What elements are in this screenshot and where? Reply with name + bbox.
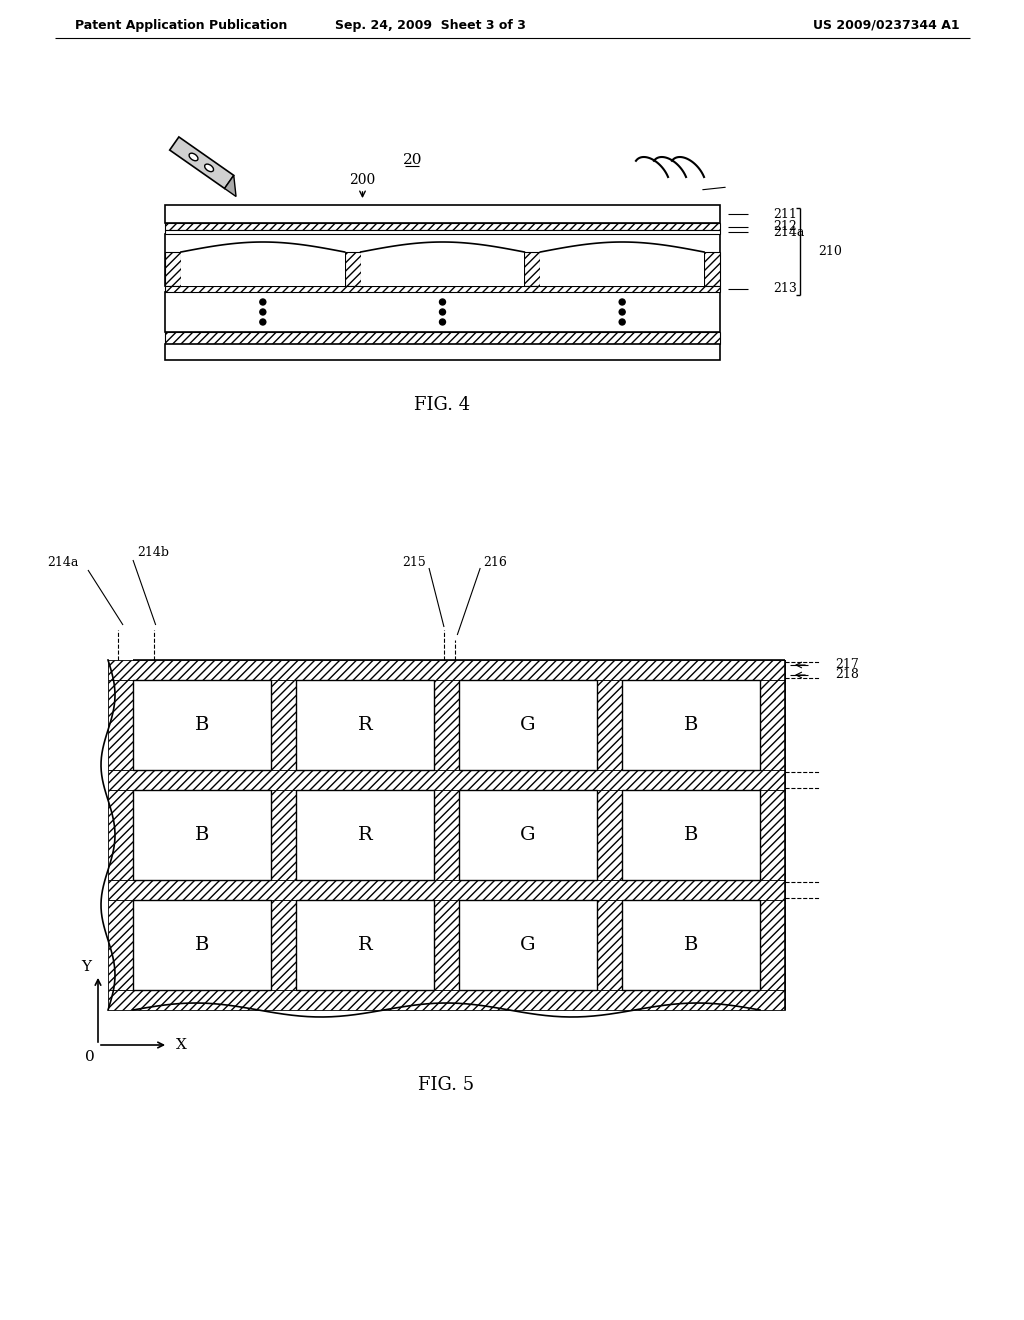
Text: B: B (684, 936, 698, 954)
Ellipse shape (205, 164, 214, 172)
Bar (296, 789, 434, 880)
Text: 218: 218 (835, 668, 859, 681)
Circle shape (620, 319, 626, 325)
Text: B: B (615, 259, 629, 277)
Text: 214a: 214a (773, 226, 805, 239)
Circle shape (439, 300, 445, 305)
Bar (165, 234, 720, 286)
Text: G: G (520, 715, 536, 734)
Bar (459, 680, 597, 770)
Bar (760, 900, 785, 990)
Polygon shape (170, 137, 233, 189)
Bar (622, 900, 760, 990)
Circle shape (620, 309, 626, 315)
Text: Y: Y (81, 960, 91, 974)
Text: B: B (195, 936, 209, 954)
Bar (108, 770, 785, 789)
Bar (434, 900, 459, 990)
Text: R: R (357, 715, 373, 734)
Bar (108, 900, 133, 990)
Text: 217: 217 (835, 659, 859, 672)
Text: 212: 212 (773, 220, 797, 234)
Bar (165, 205, 720, 223)
Circle shape (620, 300, 626, 305)
Bar (165, 286, 720, 292)
Circle shape (439, 319, 445, 325)
Bar (434, 680, 459, 770)
Bar (108, 680, 133, 770)
Text: FIG. 4: FIG. 4 (415, 396, 471, 414)
Text: 215: 215 (402, 556, 426, 569)
Circle shape (439, 309, 445, 315)
Text: R: R (256, 259, 269, 277)
Bar (622, 680, 760, 770)
Bar (133, 900, 271, 990)
Text: R: R (357, 936, 373, 954)
Text: 210: 210 (818, 246, 842, 257)
Bar (165, 252, 181, 286)
Text: G: G (520, 826, 536, 843)
Polygon shape (224, 176, 237, 197)
Bar (133, 789, 271, 880)
Circle shape (260, 300, 266, 305)
Text: FIG. 5: FIG. 5 (419, 1076, 474, 1094)
Text: G: G (435, 259, 450, 277)
Circle shape (260, 319, 266, 325)
Bar (296, 680, 434, 770)
Bar (459, 900, 597, 990)
Bar (108, 880, 785, 900)
Text: B: B (684, 826, 698, 843)
Bar (108, 660, 785, 680)
Bar (108, 990, 785, 1010)
Text: B: B (195, 715, 209, 734)
Bar (760, 789, 785, 880)
Bar (345, 252, 360, 286)
Bar (597, 680, 622, 770)
Bar (181, 252, 345, 286)
Text: 214b: 214b (137, 545, 169, 558)
Bar (133, 680, 271, 770)
Bar (165, 292, 720, 333)
Bar (760, 680, 785, 770)
Circle shape (260, 309, 266, 315)
Text: 200: 200 (349, 173, 376, 187)
Text: 213: 213 (773, 282, 797, 296)
Text: B: B (195, 826, 209, 843)
Text: US 2009/0237344 A1: US 2009/0237344 A1 (813, 18, 961, 32)
Bar (434, 789, 459, 880)
Text: 216: 216 (483, 556, 507, 569)
Bar (165, 333, 720, 345)
Text: R: R (357, 826, 373, 843)
Text: Sep. 24, 2009  Sheet 3 of 3: Sep. 24, 2009 Sheet 3 of 3 (335, 18, 525, 32)
Bar (271, 900, 296, 990)
Bar (165, 230, 720, 234)
Bar (165, 223, 720, 230)
Text: B: B (684, 715, 698, 734)
Text: X: X (176, 1038, 186, 1052)
Text: Patent Application Publication: Patent Application Publication (75, 18, 288, 32)
Bar (360, 252, 524, 286)
Bar (459, 789, 597, 880)
Text: G: G (520, 936, 536, 954)
Bar (622, 789, 760, 880)
Bar (597, 900, 622, 990)
Bar (271, 789, 296, 880)
Bar (705, 252, 720, 286)
Ellipse shape (189, 153, 198, 161)
Text: 0: 0 (85, 1049, 95, 1064)
Bar (108, 789, 133, 880)
Bar (597, 789, 622, 880)
Text: 20: 20 (402, 153, 422, 168)
Text: 214a: 214a (47, 556, 79, 569)
Bar (541, 252, 703, 286)
Bar (165, 345, 720, 360)
Bar (296, 900, 434, 990)
Text: 211: 211 (773, 207, 797, 220)
Bar (524, 252, 541, 286)
Bar (271, 680, 296, 770)
